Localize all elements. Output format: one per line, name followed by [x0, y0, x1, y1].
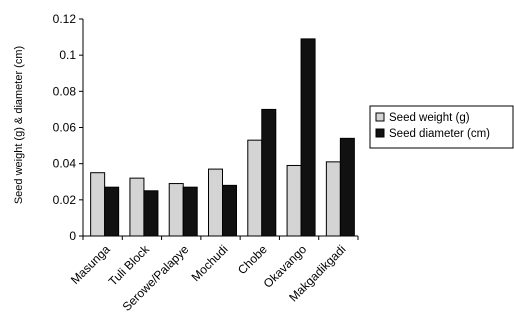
legend-label-seed-diameter: Seed diameter (cm): [389, 128, 490, 140]
bar-seed-weight-masunga: [90, 172, 106, 237]
bar-seed-diameter-makgadikgadi: [339, 137, 355, 237]
bar-seed-diameter-chobe: [261, 108, 277, 237]
bar-seed-weight-serowe-palapye: [168, 183, 184, 237]
y-tick-label: 0.02: [53, 193, 77, 207]
y-tick-label: 0.08: [53, 84, 77, 98]
y-tick-label: 0.06: [53, 121, 77, 135]
bar-seed-weight-tuli-block: [129, 177, 145, 237]
y-tick-label: 0.12: [53, 12, 77, 26]
y-axis-title: Seed weight (g) & diameter (cm): [13, 46, 25, 204]
y-tick-label: 0: [69, 229, 76, 243]
bar-seed-diameter-masunga: [104, 186, 120, 237]
x-tick-label: Chobe: [235, 242, 270, 277]
bar-seed-weight-chobe: [247, 139, 263, 237]
bar-seed-diameter-tuli-block: [143, 190, 159, 237]
bar-seed-diameter-okavango: [300, 38, 316, 237]
bar-seed-weight-mochudi: [208, 168, 223, 237]
legend-swatch-seed-diameter: [375, 128, 385, 138]
bar-seed-diameter-serowe-palapye: [182, 186, 198, 237]
legend-box: [369, 105, 514, 149]
y-tick-label: 0.1: [59, 48, 76, 62]
bar-seed-weight-okavango: [286, 164, 302, 237]
legend: Seed weight (g) Seed diameter (cm): [369, 105, 514, 149]
legend-label-seed-weight: Seed weight (g): [389, 112, 470, 124]
legend-swatch-seed-weight: [375, 112, 385, 122]
bar-seed-diameter-mochudi: [222, 184, 237, 237]
bar-seed-weight-makgadikgadi: [325, 161, 341, 237]
y-tick-label: 0.04: [53, 157, 77, 171]
x-tick-label: Mochudi: [189, 242, 231, 284]
